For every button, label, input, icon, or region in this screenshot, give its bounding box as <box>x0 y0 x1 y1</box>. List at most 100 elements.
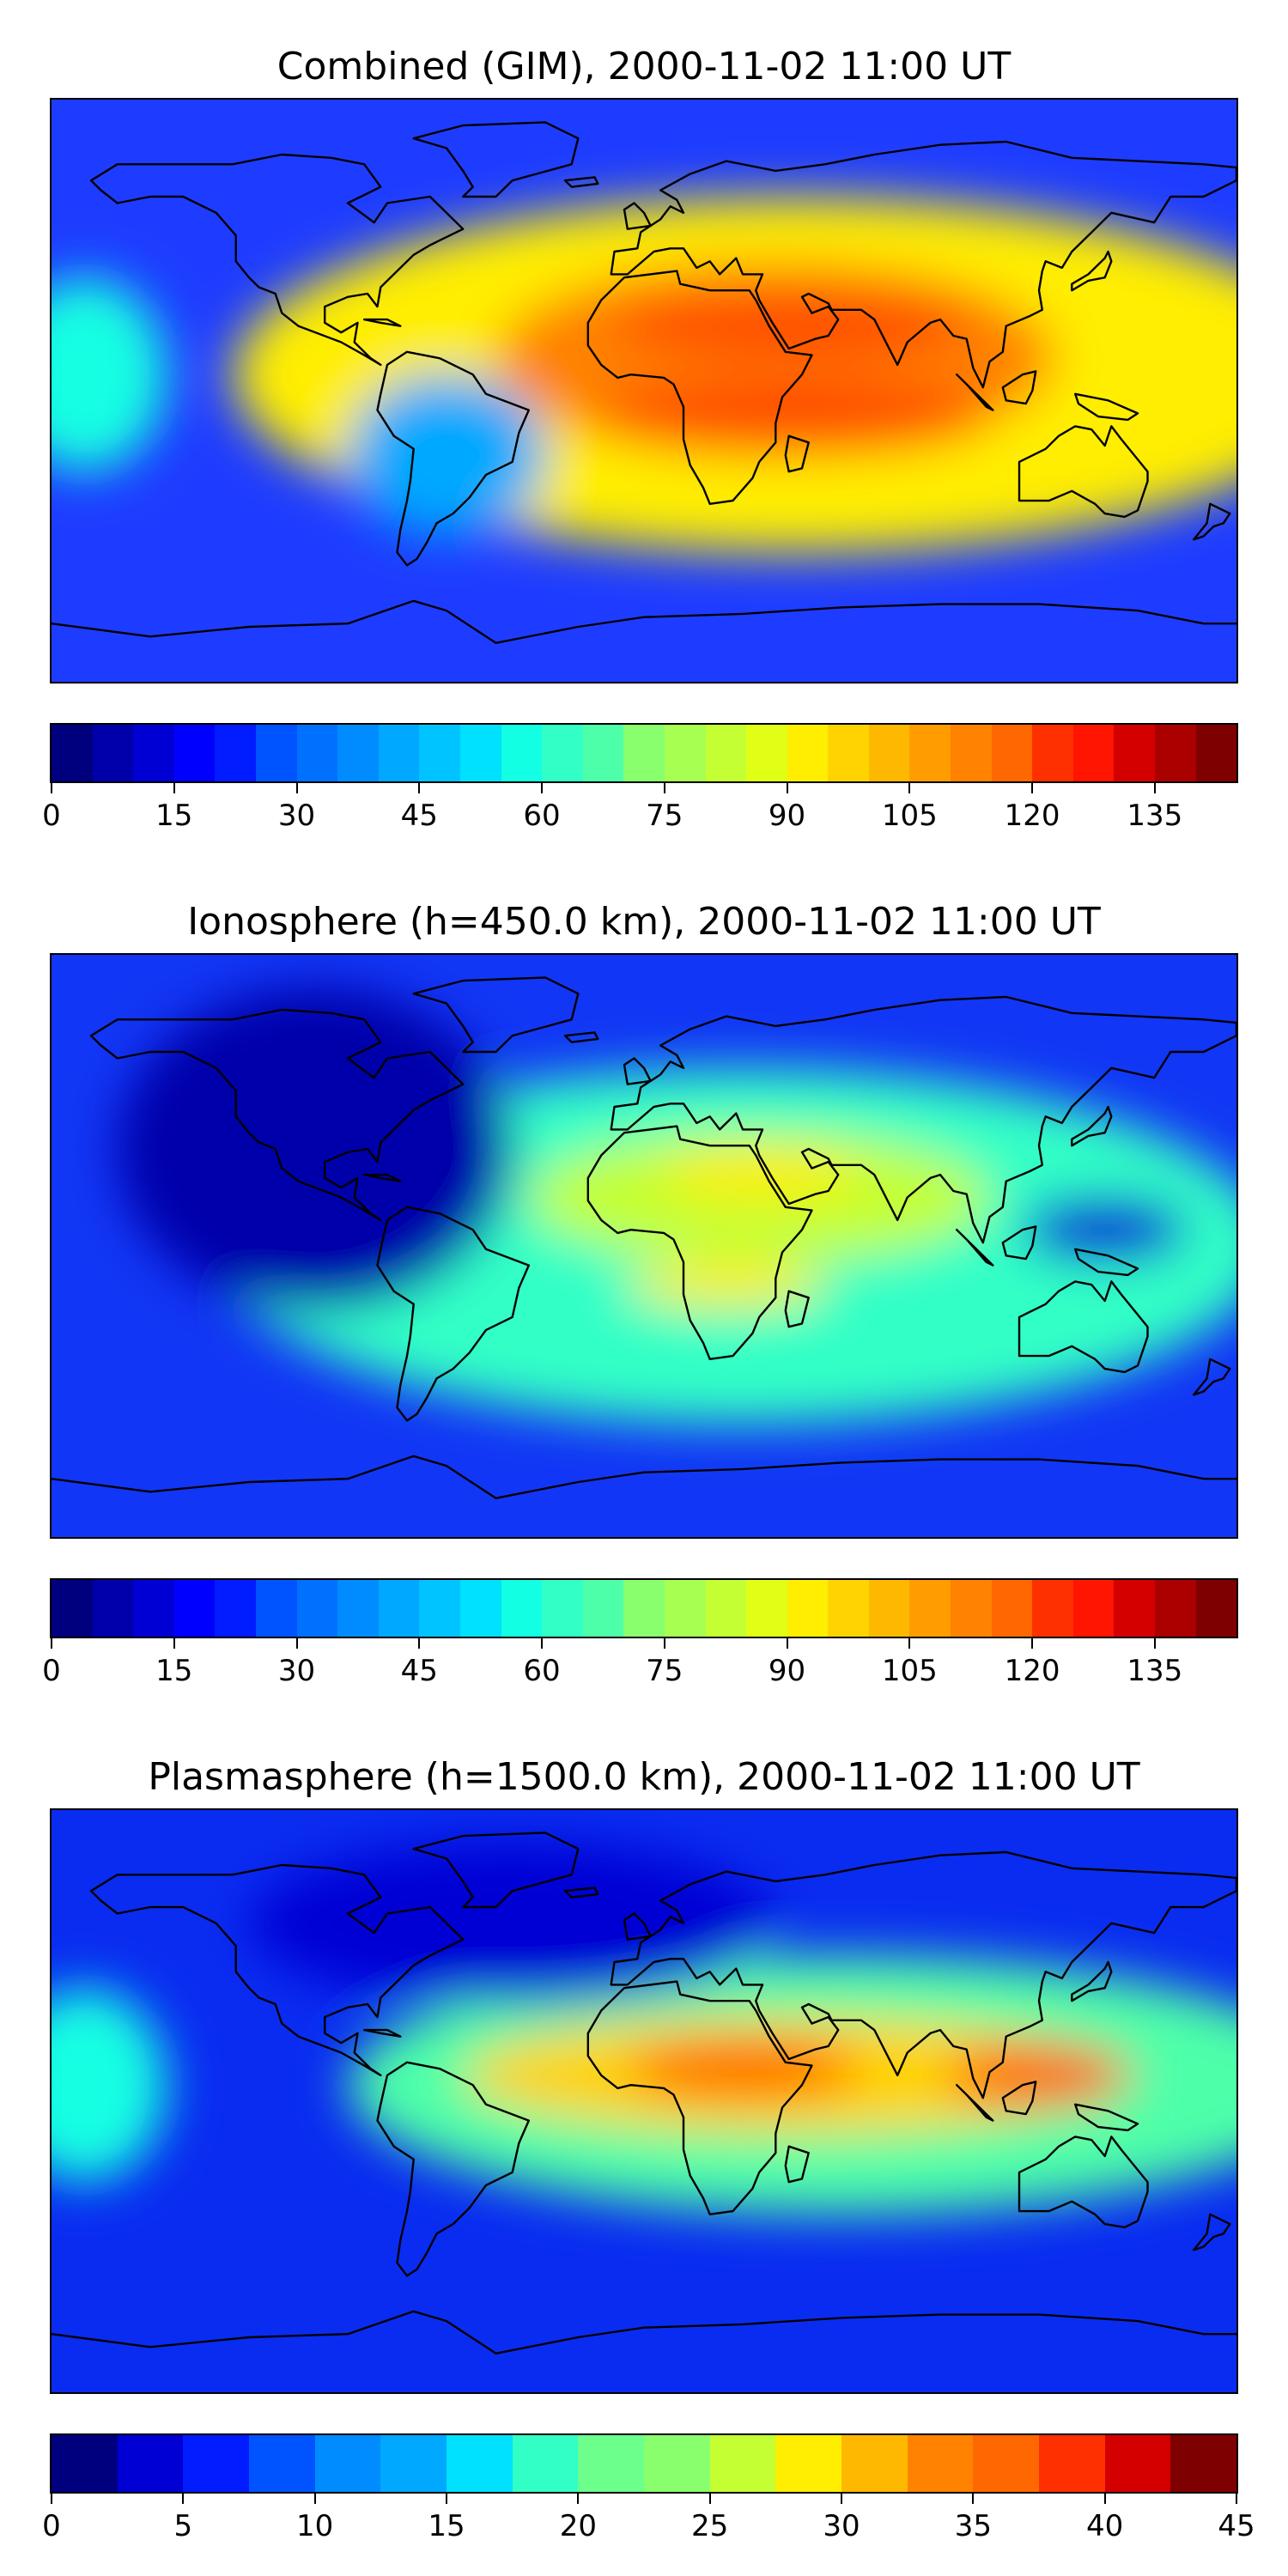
coastline-madagascar <box>784 434 810 473</box>
colorbar-tick <box>1153 1638 1156 1649</box>
colorbar-tick-label: 5 <box>173 2509 193 2543</box>
colorbar-segment <box>582 1580 624 1637</box>
coastline-northAmerica <box>89 1863 465 2077</box>
coastline-borneo <box>1001 2081 1037 2116</box>
coastline-britain <box>623 1057 652 1085</box>
colorbar-segment <box>868 725 910 781</box>
colorbar-segment <box>582 725 624 781</box>
colorbar-tick <box>173 783 175 793</box>
colorbar-ticks-combined: 0 15 30 45 60 75 90 105 120 135 <box>42 783 1238 835</box>
panel-title-ionosphere: Ionosphere (h=450.0 km), 2000-11-02 11:0… <box>187 900 1101 944</box>
colorbar-tick <box>182 2494 185 2504</box>
colorbar-tick <box>51 1638 52 1649</box>
colorbar-segment <box>501 1580 543 1637</box>
colorbar-tick <box>708 2494 711 2504</box>
colorbar-tick <box>1236 2494 1237 2504</box>
colorbar-segment <box>419 1580 460 1637</box>
map-svg <box>52 955 1236 1537</box>
coastline-antarctica <box>52 1455 1236 1499</box>
colorbar-segment <box>973 2435 1040 2492</box>
colorbar-tick <box>173 1638 175 1649</box>
colorbar-tick-label: 60 <box>523 1654 561 1688</box>
colorbar-segment <box>746 725 787 781</box>
tec-contour-blob <box>946 2043 1132 2108</box>
colorbar-tick-label: 20 <box>559 2509 597 2543</box>
tec-contour-blob <box>52 277 167 472</box>
map-ionosphere <box>50 953 1238 1539</box>
map-combined <box>50 98 1238 683</box>
colorbar-segment <box>459 1580 501 1637</box>
coastline-southAmerica <box>376 350 530 567</box>
colorbar-segment <box>296 725 338 781</box>
colorbar-segment <box>1039 2435 1105 2492</box>
colorbar-segment <box>314 2435 381 2492</box>
coastline-borneo <box>1001 1225 1037 1261</box>
colorbar-segment <box>1155 725 1196 781</box>
colorbar-tick-label: 40 <box>1086 2509 1124 2543</box>
coastline-eurasia <box>610 1850 1236 2099</box>
colorbar-tick-label: 45 <box>1218 2509 1255 2543</box>
colorbar-segment <box>337 725 379 781</box>
colorbar-tick <box>541 783 544 793</box>
colorbar-tick-label: 75 <box>646 799 683 833</box>
colorbar-segment <box>1072 1580 1115 1637</box>
coastline-madagascar <box>784 2145 810 2184</box>
colorbar-segment <box>909 1580 951 1637</box>
colorbar-segment <box>173 725 216 781</box>
tec-contour-blob <box>627 1261 825 1308</box>
colorbar-tick-label: 45 <box>400 1654 438 1688</box>
colorbar-tick-label: 25 <box>691 2509 729 2543</box>
coastline-japan <box>1071 250 1113 292</box>
coastline-greenland <box>412 1832 580 1909</box>
tec-contour-blob <box>594 377 990 456</box>
colorbar-plasmasphere <box>50 2433 1238 2494</box>
colorbar-segment <box>92 1580 134 1637</box>
colorbar-segment <box>709 2435 776 2492</box>
coastline-northAmerica <box>89 1008 465 1222</box>
colorbar-segment <box>578 2435 645 2492</box>
colorbar-segment <box>664 1580 706 1637</box>
colorbar-segment <box>133 725 174 781</box>
colorbar-tick <box>1153 783 1156 793</box>
colorbar-segment <box>1072 725 1115 781</box>
colorbar-segment <box>501 725 543 781</box>
colorbar-segment <box>1032 1580 1073 1637</box>
coastline-sumatra <box>955 374 994 411</box>
colorbar-tick <box>418 783 421 793</box>
coastline-northAmerica <box>89 153 465 367</box>
colorbar-segment <box>1195 725 1237 781</box>
colorbar-tick-label: 35 <box>954 2509 992 2543</box>
colorbar-tick-label: 135 <box>1127 1654 1183 1688</box>
tec-contour-blob <box>117 987 513 1311</box>
colorbar-segment <box>991 1580 1033 1637</box>
colorbar-segment <box>705 1580 747 1637</box>
colorbar-segment <box>117 2435 184 2492</box>
colorbar-segment <box>907 2435 974 2492</box>
colorbar-tick <box>908 1638 911 1649</box>
colorbar-tick <box>541 1638 544 1649</box>
coastline-newZealand <box>1192 2213 1231 2251</box>
colorbar-tick-label: 15 <box>428 2509 465 2543</box>
colorbar-tick <box>446 2494 447 2504</box>
colorbar-segment <box>1155 1580 1196 1637</box>
colorbar-ticks-plasmasphere: 0 5 10 15 20 25 30 35 40 45 <box>42 2494 1255 2545</box>
colorbar-segment <box>991 725 1033 781</box>
colorbar-combined <box>50 723 1238 783</box>
colorbar-segment <box>255 1580 297 1637</box>
coastline-newGuinea <box>1073 2103 1139 2132</box>
colorbar-segment <box>173 1580 216 1637</box>
colorbar-segment <box>775 2435 842 2492</box>
map-svg <box>52 100 1236 682</box>
coastline-cuba <box>363 1173 402 1182</box>
colorbar-tick <box>51 783 52 793</box>
colorbar-tick-label: 30 <box>823 2509 860 2543</box>
colorbar-segment <box>183 2435 250 2492</box>
coastline-greenland <box>412 121 580 198</box>
coastline-japan <box>1071 1960 1113 2002</box>
colorbar-segment <box>664 725 706 781</box>
coastline-britain <box>623 202 652 230</box>
coastline-antarctica <box>52 2310 1236 2354</box>
colorbar-segment <box>542 725 583 781</box>
coastline-eurasia <box>610 140 1236 389</box>
